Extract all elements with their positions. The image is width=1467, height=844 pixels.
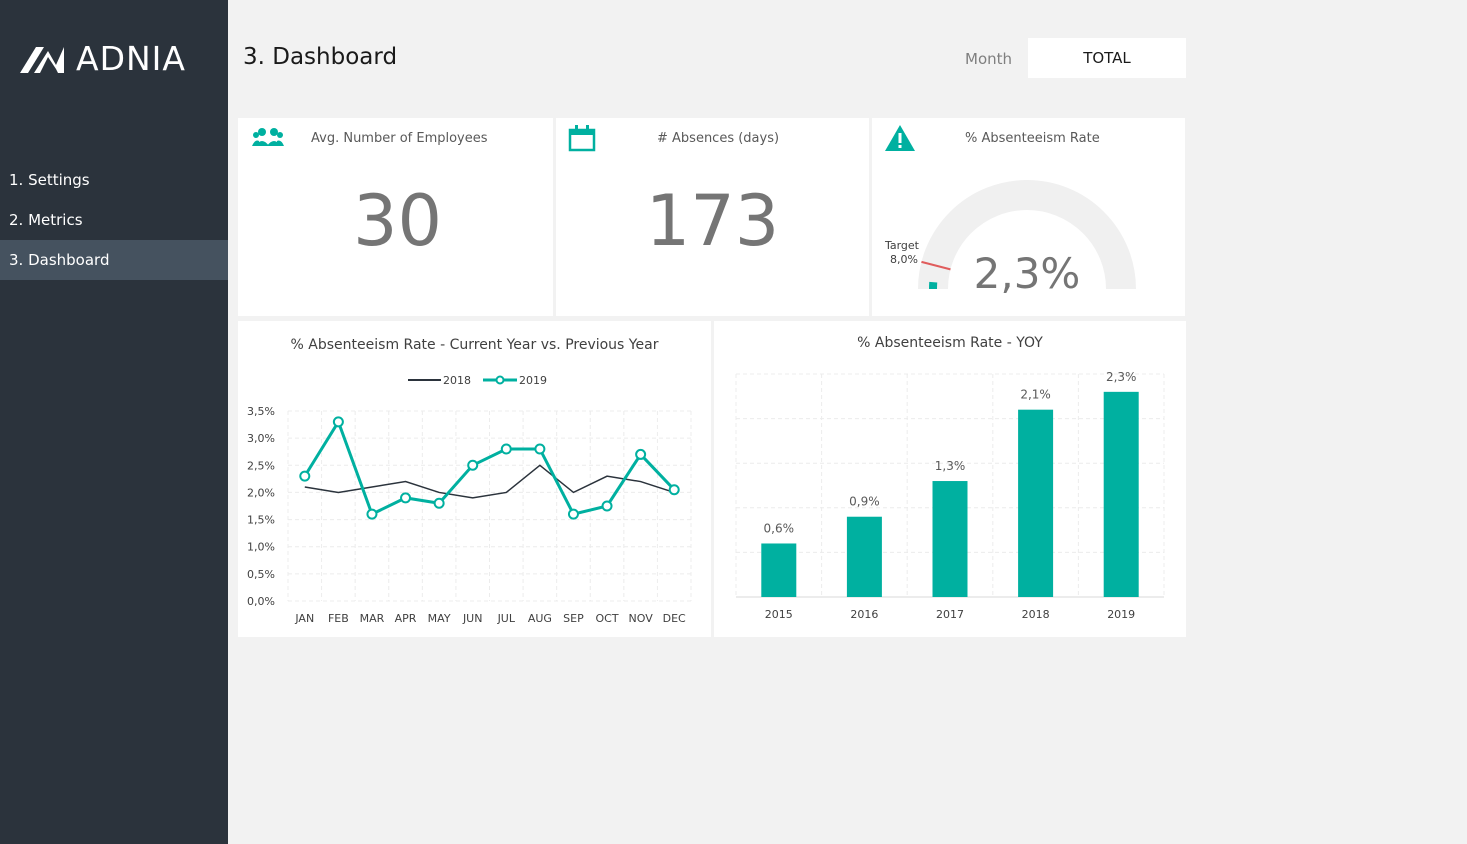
legend-2019-marker bbox=[495, 375, 505, 385]
line-chart-xtick-label: AUG bbox=[528, 612, 552, 625]
bar-chart-title: % Absenteeism Rate - YOY bbox=[857, 335, 1043, 351]
series-2019-point bbox=[299, 470, 311, 482]
bar-2019 bbox=[1103, 391, 1139, 597]
bar-2015 bbox=[761, 543, 797, 597]
line-chart-xtick-label: MAR bbox=[360, 612, 385, 625]
adnia-logo-icon bbox=[20, 47, 64, 73]
series-2019-point bbox=[668, 484, 680, 496]
people-icon bbox=[252, 128, 284, 146]
kpi-card-absences: # Absences (days) 173 bbox=[556, 118, 869, 316]
bar-data-label: 1,3% bbox=[935, 459, 966, 473]
kpi-title-employees: Avg. Number of Employees bbox=[311, 131, 488, 146]
logo: ADNIA bbox=[18, 38, 186, 78]
month-select[interactable]: TOTAL bbox=[1028, 38, 1186, 78]
series-2019-point bbox=[400, 492, 412, 504]
line-chart-legend: 2018 2019 bbox=[408, 374, 547, 387]
bar-chart-xtick-label: 2018 bbox=[1022, 608, 1050, 621]
line-chart-ytick-label: 0,5% bbox=[247, 568, 275, 581]
line-chart-xtick-label: JUL bbox=[497, 612, 516, 625]
line-chart-xtick-label: SEP bbox=[563, 612, 584, 625]
line-chart-xtick-label: OCT bbox=[596, 612, 619, 625]
line-chart-ytick-label: 1,5% bbox=[247, 514, 275, 527]
series-2019-point bbox=[332, 416, 344, 428]
line-chart-ytick-label: 2,0% bbox=[247, 486, 275, 499]
line-chart-xtick-label: FEB bbox=[328, 612, 349, 625]
sidebar: ADNIA 1. Settings 2. Metrics 3. Dashboar… bbox=[0, 0, 228, 844]
bar-data-label: 2,1% bbox=[1020, 388, 1051, 402]
sidebar-item-dashboard[interactable]: 3. Dashboard bbox=[0, 240, 228, 280]
series-2019-point bbox=[500, 443, 512, 455]
line-chart-xtick-label: APR bbox=[395, 612, 417, 625]
line-chart-ytick-label: 2,5% bbox=[247, 459, 275, 472]
kpi-card-employees: Avg. Number of Employees 30 bbox=[238, 118, 553, 316]
series-2019-point bbox=[366, 508, 378, 520]
bar-2016 bbox=[846, 516, 882, 597]
series-2019-line bbox=[303, 418, 676, 517]
bar-chart-xtick-label: 2017 bbox=[936, 608, 964, 621]
sidebar-nav: 1. Settings 2. Metrics 3. Dashboard bbox=[0, 160, 228, 280]
gauge-chart: Target 8,0% 2,3% bbox=[884, 180, 1136, 298]
line-chart-xtick-label: JAN bbox=[294, 612, 314, 625]
kpi-value-employees: 30 bbox=[352, 180, 443, 262]
sidebar-item-settings[interactable]: 1. Settings bbox=[9, 171, 90, 189]
series-2019-point bbox=[433, 497, 445, 509]
series-2019-point bbox=[467, 459, 479, 471]
bar-chart-xtick-label: 2016 bbox=[850, 608, 878, 621]
bar-chart-xtick-label: 2019 bbox=[1107, 608, 1135, 621]
line-chart-title: % Absenteeism Rate - Current Year vs. Pr… bbox=[290, 337, 659, 353]
kpi-title-absences: # Absences (days) bbox=[657, 131, 780, 146]
bar-data-label: 2,3% bbox=[1106, 370, 1137, 384]
line-chart-ytick-label: 3,5% bbox=[247, 405, 275, 418]
line-chart: 2018 2019 0,0% 0,5% 1,0% 1,5% 2,0% 2,5% 3,0% 3,… bbox=[247, 374, 692, 625]
line-chart-ytick-label: 3,0% bbox=[247, 432, 275, 445]
bar-2017 bbox=[932, 481, 968, 597]
bar-chart-card: % Absenteeism Rate - YOY 0,6% 2015 0,9% 201… bbox=[714, 321, 1186, 637]
line-chart-ytick-label: 1,0% bbox=[247, 541, 275, 554]
line-chart-card: % Absenteeism Rate - Current Year vs. Pr… bbox=[238, 321, 711, 637]
line-chart-xtick-label: MAY bbox=[428, 612, 451, 625]
line-chart-xtick-label: DEC bbox=[663, 612, 686, 625]
legend-2018-label: 2018 bbox=[443, 374, 471, 387]
sidebar-item-metrics[interactable]: 2. Metrics bbox=[9, 211, 83, 229]
series-2018-line bbox=[304, 464, 675, 499]
kpi-value-absences: 173 bbox=[645, 180, 780, 262]
page-title: 3. Dashboard bbox=[243, 44, 398, 70]
gauge-track bbox=[918, 180, 1136, 290]
gauge-target-label: Target bbox=[884, 239, 920, 252]
series-2019-point bbox=[567, 508, 579, 520]
bar-chart-xtick-label: 2015 bbox=[765, 608, 793, 621]
kpi-value-rate: 2,3% bbox=[974, 249, 1081, 298]
calendar-icon bbox=[568, 125, 596, 152]
line-chart-xtick-label: NOV bbox=[629, 612, 654, 625]
brand-name: ADNIA bbox=[76, 38, 186, 78]
series-2019-point bbox=[534, 443, 546, 455]
line-chart-xtick-label: JUN bbox=[462, 612, 483, 625]
line-chart-ytick-label: 0,0% bbox=[247, 595, 275, 608]
legend-2019-label: 2019 bbox=[519, 374, 547, 387]
series-2019-point bbox=[635, 448, 647, 460]
series-2019-point bbox=[601, 500, 613, 512]
bar-data-label: 0,9% bbox=[849, 495, 880, 509]
bar-chart: 0,6% 2015 0,9% 2016 1,3% 2017 2,1% 2018 2,3% 2019 bbox=[735, 370, 1165, 621]
kpi-title-rate: % Absenteeism Rate bbox=[965, 131, 1100, 146]
bar-data-label: 0,6% bbox=[764, 521, 795, 535]
gauge-target-marker bbox=[921, 260, 951, 271]
warning-icon bbox=[885, 125, 915, 151]
bar-2018 bbox=[1018, 409, 1054, 597]
month-label: Month bbox=[965, 50, 1013, 68]
gauge-target-value: 8,0% bbox=[890, 253, 918, 266]
kpi-card-rate: % Absenteeism Rate Target 8,0% 2,3% bbox=[872, 118, 1185, 316]
